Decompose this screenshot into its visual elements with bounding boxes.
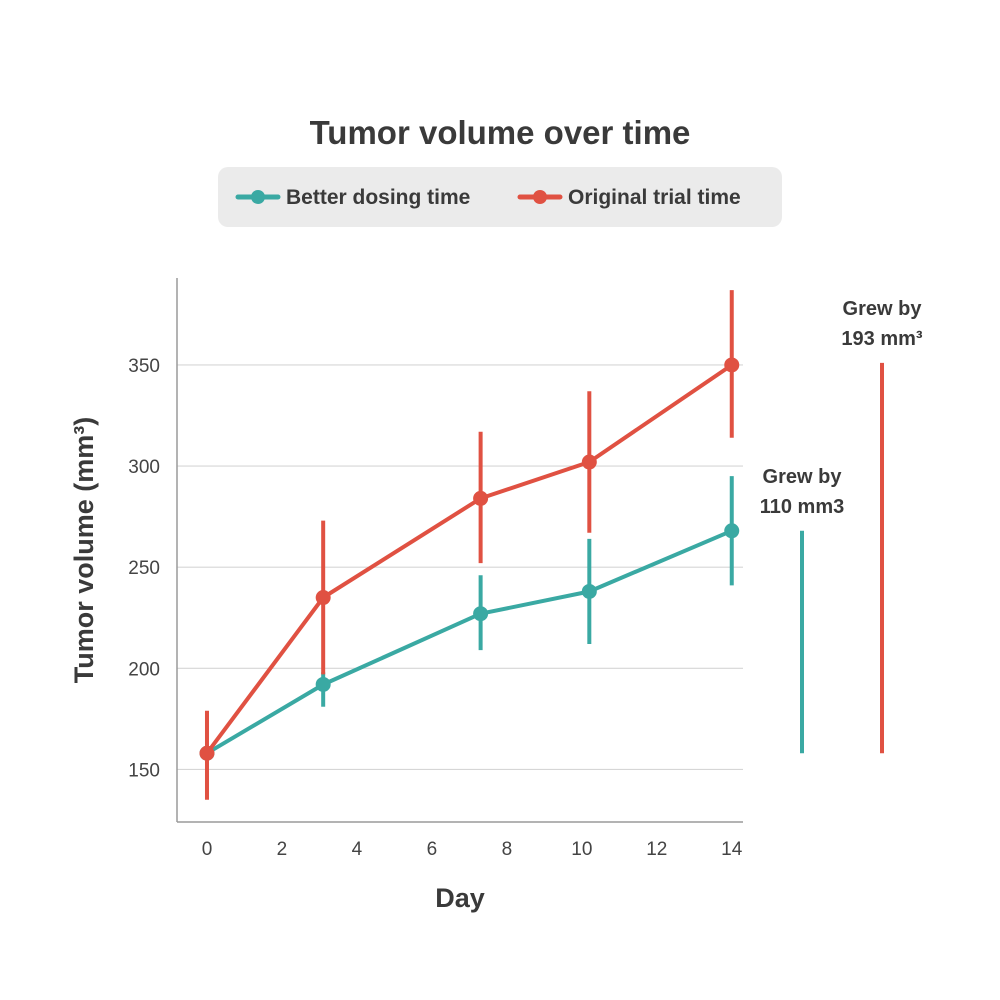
legend-item-better-dosing: Better dosing time (235, 186, 470, 209)
x-tick-label-4: 4 (352, 839, 363, 860)
growth-annotation-1: Grew by 193 mm³ (841, 298, 923, 754)
axes (176, 278, 743, 823)
x-tick-label-2: 2 (277, 839, 288, 860)
y-axis-label: Tumor volume (mm³) (69, 417, 99, 684)
annotations: Grew by 110 mm3 Grew by 193 mm³ (760, 298, 923, 754)
legend: Better dosing time Original trial time (218, 167, 782, 227)
data-point-better-dosing-time-1 (315, 676, 331, 692)
legend-background (218, 167, 782, 227)
growth-label-0-line-1: 110 mm3 (760, 496, 845, 518)
legend-marker-original-trial (533, 190, 547, 204)
x-tick-label-8: 8 (502, 839, 513, 860)
growth-label-1-line-0: Grew by (843, 298, 923, 320)
data-point-better-dosing-time-4 (724, 523, 740, 539)
x-tick-label-10: 10 (571, 839, 592, 860)
y-tick-label-350: 350 (128, 356, 160, 377)
x-axis-label: Day (435, 883, 485, 913)
series-better-dosing-time (199, 476, 740, 761)
series-line-better-dosing-time (205, 528, 733, 755)
data-point-original-trial-time-2 (473, 490, 489, 506)
y-tick-label-200: 200 (128, 659, 160, 680)
data-point-original-trial-time-1 (315, 590, 331, 606)
growth-annotation-0: Grew by 110 mm3 (760, 466, 845, 754)
x-tick-labels: 0 2 4 6 8 10 12 14 (202, 839, 743, 860)
x-tick-label-14: 14 (721, 839, 743, 860)
data-point-original-trial-time-0 (199, 745, 215, 761)
y-tick-label-150: 150 (128, 760, 160, 781)
legend-label-better-dosing: Better dosing time (286, 186, 470, 209)
data-point-better-dosing-time-3 (581, 583, 597, 599)
data-point-original-trial-time-3 (581, 454, 597, 470)
data-point-original-trial-time-4 (724, 357, 740, 373)
series-original-trial-time (199, 290, 740, 800)
x-tick-label-0: 0 (202, 839, 213, 860)
legend-marker-better-dosing (251, 190, 265, 204)
growth-label-1-line-1: 193 mm³ (841, 328, 922, 350)
y-tick-label-300: 300 (128, 457, 160, 478)
series-line-original-trial-time (205, 363, 733, 755)
chart-title: Tumor volume over time (310, 114, 691, 151)
gridlines (177, 364, 743, 771)
series (199, 290, 740, 800)
y-tick-label-250: 250 (128, 558, 160, 579)
x-tick-label-12: 12 (646, 839, 667, 860)
legend-label-original-trial: Original trial time (568, 186, 741, 209)
legend-item-original-trial: Original trial time (517, 186, 741, 209)
growth-label-0-line-0: Grew by (763, 466, 843, 488)
x-tick-label-6: 6 (427, 839, 438, 860)
y-tick-labels: 150 200 250 300 350 (128, 356, 160, 781)
data-point-better-dosing-time-2 (473, 606, 489, 622)
